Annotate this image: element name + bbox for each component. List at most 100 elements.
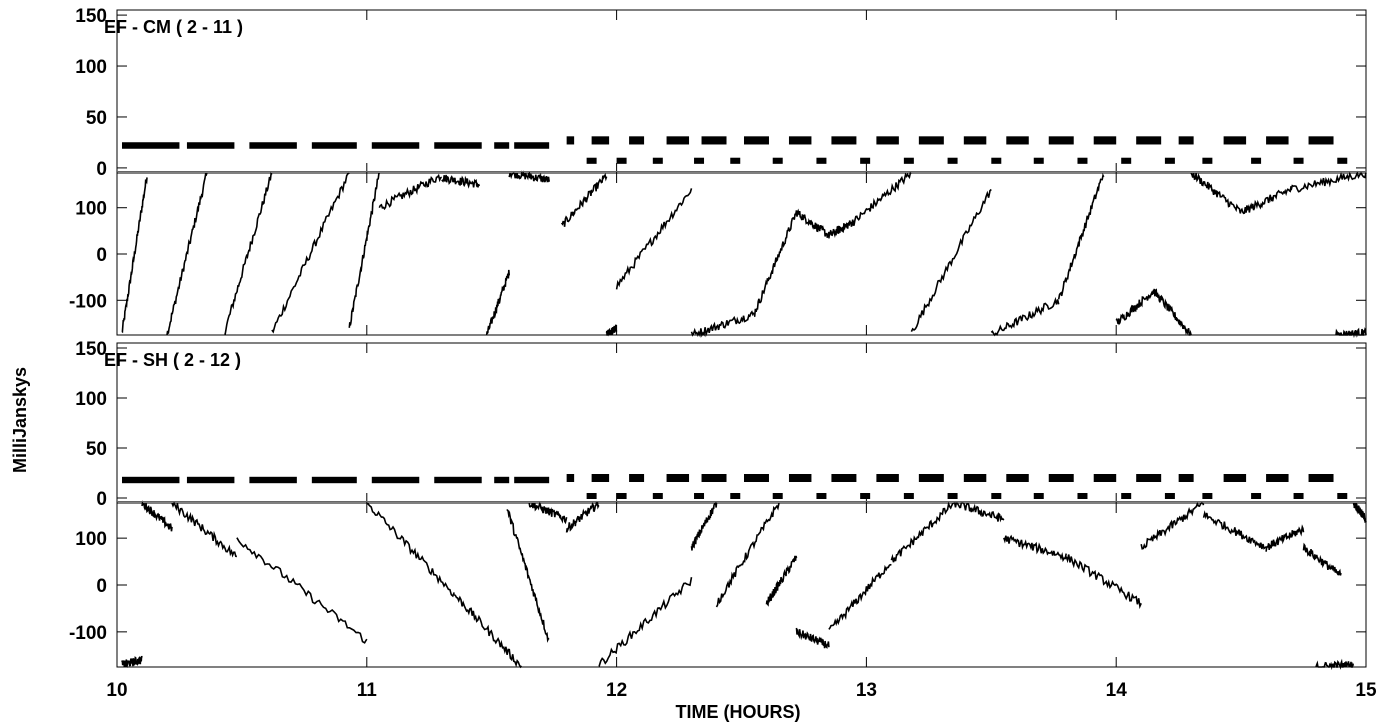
amplitude-scan-low	[816, 493, 827, 499]
amplitude-scan-low	[616, 493, 627, 499]
phase-trace	[828, 563, 892, 630]
phase-trace	[171, 500, 237, 558]
x-tick-label: 12	[606, 680, 627, 701]
amplitude-scan	[311, 476, 357, 484]
amplitude-scan-low	[586, 493, 597, 499]
amplitude-scan	[1006, 136, 1029, 145]
amplitude-scan-low	[1202, 157, 1213, 164]
amplitude-scan-low	[860, 493, 871, 499]
phase-trace	[1003, 534, 1067, 563]
y-tick-label: -100	[69, 291, 107, 312]
amplitude-scan	[629, 136, 645, 145]
phase-trace	[528, 501, 568, 525]
amplitude-scan	[249, 142, 297, 149]
x-axis-label: TIME (HOURS)	[676, 702, 801, 722]
phase-trace	[453, 593, 523, 669]
y-tick-label: 50	[86, 108, 107, 129]
amplitude-scan	[1308, 136, 1334, 145]
frame-layer	[116, 9, 1367, 668]
amplitude-scan	[591, 474, 610, 482]
phase-trace	[853, 171, 912, 226]
amplitude-scan	[121, 476, 180, 484]
amplitude-scan-low	[1293, 493, 1304, 499]
amplitude-scan	[831, 474, 857, 482]
x-tick-label: 13	[856, 680, 877, 701]
amplitude-scan	[1223, 136, 1247, 145]
x-tick-label: 14	[1106, 680, 1128, 701]
phase-trace	[1152, 288, 1192, 336]
amplitude-scan-low	[1337, 493, 1348, 499]
amplitude-scan	[434, 476, 482, 484]
amplitude-scan	[666, 136, 690, 145]
phase-trace	[1140, 501, 1205, 550]
amplitude-scan	[434, 142, 482, 149]
phase-trace	[121, 177, 148, 334]
amplitude-scan-low	[1251, 157, 1262, 164]
amplitude-scan-low	[1202, 493, 1213, 499]
phase-trace	[1065, 554, 1142, 610]
y-tick-label: -100	[69, 623, 107, 644]
y-tick-label: 50	[86, 439, 107, 460]
amplitude-scan	[1223, 474, 1247, 482]
y-tick-label: 0	[96, 576, 107, 597]
amplitude-scan	[831, 136, 857, 145]
panel-label-1: EF - CM ( 2 - 11 )	[104, 17, 243, 37]
amplitude-scan-low	[694, 157, 705, 164]
amplitude-scan-low	[586, 157, 597, 164]
amplitude-scan	[249, 476, 297, 484]
phase-trace	[1335, 327, 1367, 339]
x-tick-label: 15	[1355, 680, 1377, 701]
phase-trace	[615, 188, 693, 290]
amplitude-scan-low	[816, 157, 827, 164]
amplitude-scan-low	[730, 493, 741, 499]
amplitude-scan-low	[652, 493, 663, 499]
phase-trace	[1202, 510, 1267, 550]
y-tick-label: 0	[96, 489, 107, 510]
amplitude-scan	[788, 474, 812, 482]
amplitude-scan-low	[772, 493, 783, 499]
phase-trace	[990, 296, 1060, 337]
amplitude-scan	[1006, 474, 1029, 482]
phase-trace	[910, 188, 992, 332]
amplitude-scan	[963, 474, 987, 482]
amplitude-scan	[371, 142, 420, 149]
ticks-layer: 10 11 12 13 14 15 150 100 50 0 100 0 -100 150 100 50 0 10…	[69, 6, 1377, 701]
phase-trace	[366, 502, 455, 598]
amplitude-scan-low	[730, 157, 741, 164]
amplitude-scan-low	[991, 493, 1002, 499]
phase-trace	[1190, 172, 1242, 214]
x-tick-label: 11	[357, 680, 378, 701]
amplitude-scan	[1048, 136, 1074, 145]
phase-trace	[953, 502, 1005, 523]
phase-trace	[1315, 658, 1355, 671]
amplitude-scan	[876, 136, 899, 145]
amplitude-scan	[311, 142, 357, 149]
phase-trace	[605, 324, 618, 337]
amplitude-scan-low	[1077, 157, 1088, 164]
amplitude-scan	[918, 136, 944, 145]
amplitude-scan-low	[991, 157, 1002, 164]
amplitude-scan-low	[947, 157, 958, 164]
amplitude-scan-low	[1251, 493, 1262, 499]
amplitude-scan	[494, 476, 510, 484]
amplitude-scan	[701, 474, 727, 482]
amplitude-scan	[1178, 474, 1194, 482]
amplitude-scan	[591, 136, 610, 145]
amplitude-scan	[566, 136, 575, 145]
amplitude-scan-low	[860, 157, 871, 164]
phase-trace	[1240, 186, 1292, 215]
series-layer	[121, 136, 1367, 671]
amplitude-scan	[1136, 474, 1162, 482]
y-tick-label: 100	[75, 57, 107, 78]
phase-trace	[271, 172, 350, 334]
phase-trace	[506, 509, 550, 643]
phase-trace	[795, 627, 830, 649]
y-tick-label: 0	[96, 159, 107, 180]
amplitude-scan	[186, 142, 235, 149]
y-tick-label: 0	[96, 245, 107, 266]
phase-trace	[565, 500, 600, 533]
amplitude-scan-low	[1293, 157, 1304, 164]
y-tick-label: 150	[75, 339, 107, 360]
amplitude-scan	[701, 136, 727, 145]
